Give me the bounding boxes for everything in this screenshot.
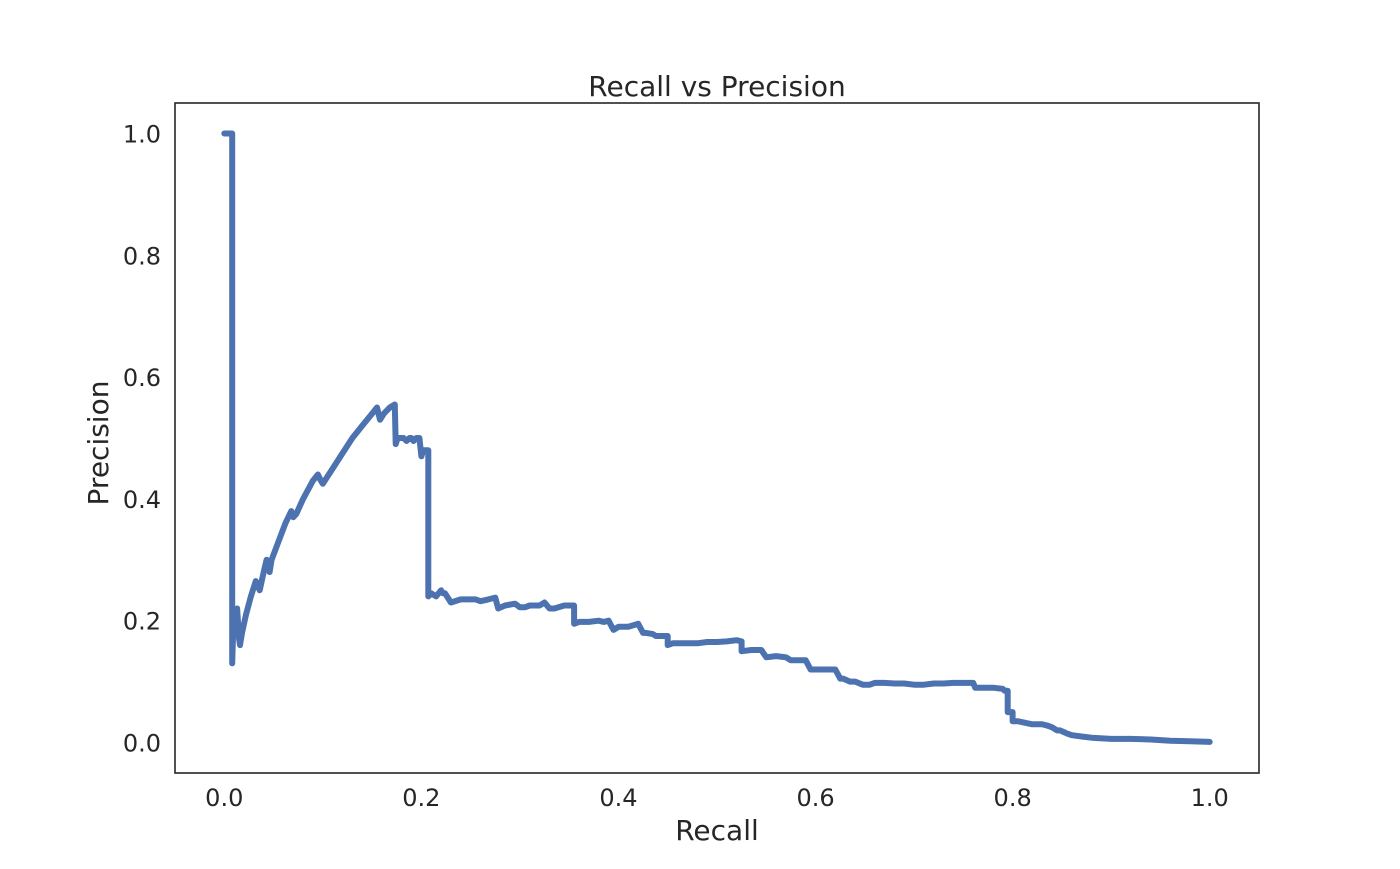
x-axis-label: Recall	[675, 814, 759, 847]
precision-recall-line-0	[221, 130, 1213, 745]
x-axis-ticks: 0.0 0.2 0.4 0.6 0.8 1.0	[205, 784, 1229, 812]
plot-frame	[174, 102, 1260, 774]
y-tick-label: 0.4	[123, 486, 161, 514]
y-tick-label: 1.0	[123, 120, 161, 148]
x-tick-label: 0.8	[994, 784, 1032, 812]
plot-area	[174, 102, 1260, 774]
y-tick-label: 0.6	[123, 364, 161, 392]
y-tick-label: 0.8	[123, 242, 161, 270]
x-tick-label: 0.0	[205, 784, 243, 812]
x-tick-label: 0.2	[402, 784, 440, 812]
chart-title: Recall vs Precision	[588, 70, 845, 103]
x-tick-label: 0.4	[599, 784, 637, 812]
y-tick-label: 0.0	[123, 730, 161, 758]
x-tick-label: 0.6	[796, 784, 834, 812]
y-axis-ticks: 0.0 0.2 0.4 0.6 0.8 1.0	[123, 120, 161, 757]
x-tick-label: 1.0	[1191, 784, 1229, 812]
y-axis-label: Precision	[82, 381, 115, 506]
y-tick-label: 0.2	[123, 608, 161, 636]
